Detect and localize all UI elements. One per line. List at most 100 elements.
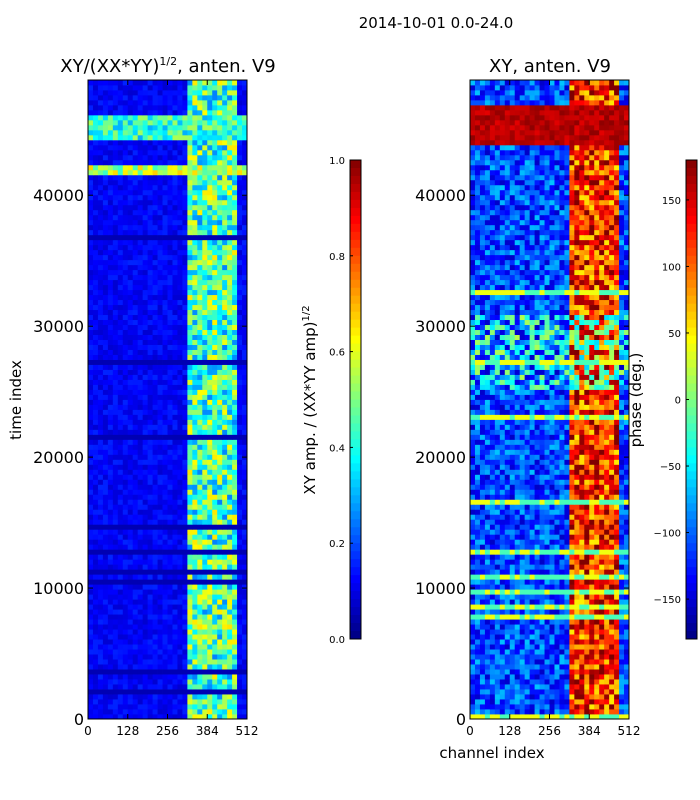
heatmap-cell (97, 194, 104, 201)
heatmap-cell (117, 369, 124, 375)
heatmap-cell (107, 159, 114, 166)
heatmap-cell (122, 589, 129, 595)
heatmap-cell (117, 279, 124, 286)
heatmap-cell (157, 449, 163, 455)
heatmap-cell (192, 389, 198, 395)
heatmap-cell (102, 434, 109, 440)
heatmap-cell (217, 664, 223, 670)
heatmap-cell (137, 619, 144, 625)
heatmap-cell (127, 439, 134, 445)
heatmap-cell (132, 304, 139, 311)
heatmap-cell (152, 229, 158, 236)
heatmap-cell (212, 159, 218, 166)
heatmap-cell (212, 364, 218, 370)
heatmap-cell (152, 524, 158, 530)
heatmap-cell (142, 274, 149, 281)
heatmap-cell (97, 444, 104, 450)
heatmap-cell (217, 674, 223, 680)
heatmap-cell (167, 709, 173, 715)
heatmap-cell (137, 694, 144, 700)
heatmap-cell (222, 369, 228, 375)
heatmap-cell (242, 164, 248, 171)
heatmap-cell (544, 614, 550, 620)
heatmap-cell (112, 419, 119, 425)
heatmap-cell (142, 359, 149, 365)
heatmap-cell (97, 539, 104, 545)
heatmap-cell (137, 244, 144, 251)
heatmap-cell (594, 599, 600, 605)
heatmap-cell (142, 604, 149, 610)
heatmap-cell (127, 534, 134, 540)
heatmap-cell (122, 224, 129, 231)
heatmap-cell (157, 674, 163, 680)
heatmap-cell (227, 284, 233, 291)
heatmap-cell (594, 609, 600, 615)
heatmap-cell (202, 469, 208, 475)
heatmap-cell (132, 194, 139, 201)
heatmap-cell (172, 594, 178, 600)
heatmap-cell (227, 314, 233, 321)
heatmap-cell (152, 364, 158, 370)
heatmap-cell (97, 229, 104, 236)
heatmap-cell (499, 599, 506, 605)
heatmap-cell (147, 709, 153, 715)
heatmap-cell (152, 194, 158, 201)
heatmap-cell (182, 369, 188, 375)
heatmap-cell (177, 504, 183, 510)
heatmap-cell (127, 374, 134, 380)
heatmap-cell (564, 609, 570, 615)
heatmap-cell (147, 119, 153, 126)
heatmap-cell (227, 479, 233, 485)
heatmap-cell (122, 164, 129, 171)
heatmap-cell (212, 554, 218, 560)
heatmap-cell (127, 544, 134, 550)
heatmap-cell (207, 579, 213, 585)
heatmap-cell (88, 469, 94, 475)
heatmap-cell (102, 604, 109, 610)
heatmap-cell (242, 564, 248, 570)
heatmap-cell (162, 114, 168, 121)
heatmap-cell (589, 684, 595, 690)
heatmap-cell (107, 509, 114, 515)
heatmap-cell (182, 214, 188, 221)
heatmap-cell (594, 624, 600, 630)
heatmap-cell (172, 609, 178, 615)
heatmap-cell (102, 319, 109, 326)
heatmap-cell (559, 604, 565, 610)
heatmap-cell (102, 164, 109, 171)
heatmap-cell (217, 684, 223, 690)
heatmap-cell (197, 114, 203, 121)
heatmap-cell (177, 254, 183, 261)
heatmap-cell (102, 504, 109, 510)
heatmap-cell (227, 329, 233, 335)
heatmap-cell (147, 649, 153, 655)
heatmap-cell (227, 334, 233, 340)
heatmap-cell (479, 689, 486, 695)
heatmap-cell (157, 629, 163, 635)
heatmap-cell (589, 674, 595, 680)
heatmap-cell (117, 504, 124, 510)
heatmap-cell (147, 604, 153, 610)
heatmap-cell (122, 254, 129, 261)
heatmap-cell (192, 139, 198, 146)
heatmap-cell (92, 559, 99, 565)
heatmap-cell (88, 294, 94, 301)
heatmap-cell (177, 484, 183, 490)
heatmap-cell (222, 564, 228, 570)
right-panel-title: XY, anten. V9 (489, 56, 611, 77)
heatmap-cell (132, 659, 139, 665)
heatmap-cell (92, 199, 99, 206)
heatmap-cell (624, 704, 630, 710)
heatmap-cell (97, 629, 104, 635)
heatmap-cell (212, 459, 218, 465)
heatmap-cell (242, 319, 248, 326)
heatmap-cell (172, 544, 178, 550)
heatmap-cell (157, 604, 163, 610)
heatmap-cell (237, 289, 243, 296)
heatmap-cell (117, 189, 124, 196)
heatmap-cell (137, 144, 144, 151)
heatmap-cell (192, 564, 198, 570)
heatmap-cell (207, 679, 213, 685)
heatmap-cell (172, 179, 178, 186)
heatmap-cell (217, 399, 223, 405)
